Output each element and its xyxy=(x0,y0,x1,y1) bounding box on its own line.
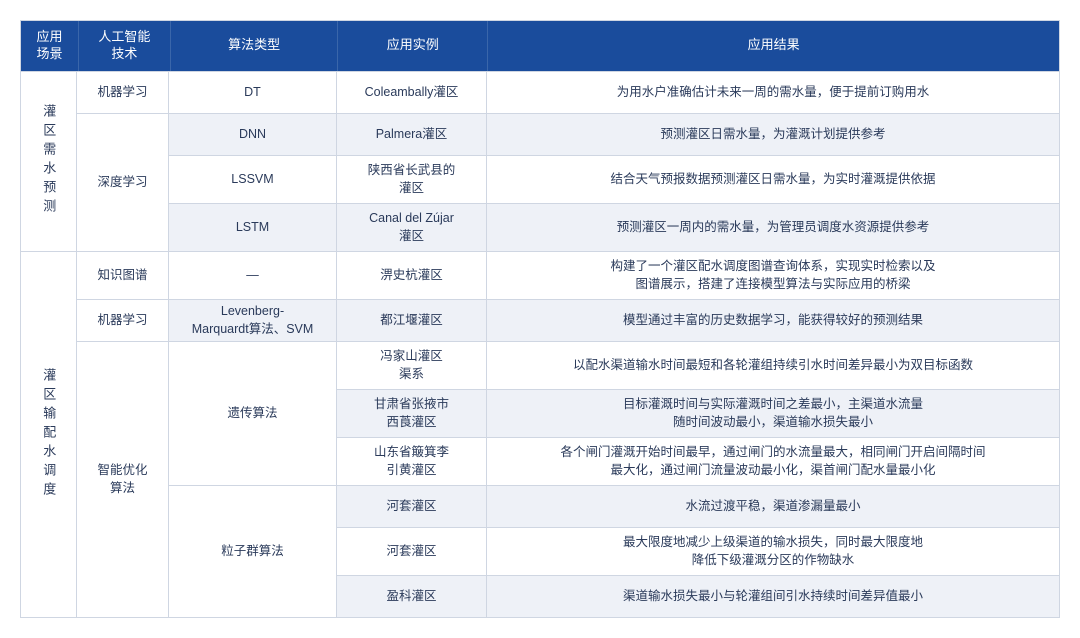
table-row: 灌区输配水调度 知识图谱—淠史杭灌区构建了一个灌区配水调度图谱查询体系，实现实时检… xyxy=(21,251,1059,617)
result-cell: 模型通过丰富的历史数据学习，能获得较好的预测结果 xyxy=(487,299,1059,341)
tech-cell: 机器学习 xyxy=(77,299,169,341)
result-cell: 为用水户准确估计未来一周的需水量，便于提前订购用水 xyxy=(487,71,1059,113)
data-row: 河套灌区最大限度地减少上级渠道的输水损失，同时最大限度地 降低下级灌溉分区的作物… xyxy=(337,527,1059,575)
result-cell: 各个闸门灌溉开始时间最早，通过闸门的水流量最大，相同闸门开启间隔时间 最大化，通… xyxy=(487,437,1059,485)
data-row: 盈科灌区渠道输水损失最小与轮灌组间引水持续时间差异值最小 xyxy=(337,575,1059,617)
data-row: Levenberg- Marquardt算法、SVM都江堰灌区模型通过丰富的历史… xyxy=(169,299,1059,341)
instance-cell: Palmera灌区 xyxy=(337,113,487,155)
data-row: 冯家山灌区 渠系以配水渠道输水时间最短和各轮灌组持续引水时间差异最小为双目标函数 xyxy=(337,341,1059,389)
instance-cell: Canal del Zújar 灌区 xyxy=(337,203,487,251)
result-cell: 最大限度地减少上级渠道的输水损失，同时最大限度地 降低下级灌溉分区的作物缺水 xyxy=(487,527,1059,575)
instance-cell: 山东省簸箕李 引黄灌区 xyxy=(337,437,487,485)
instance-cell: 淠史杭灌区 xyxy=(337,251,487,299)
algo-cell: LSTM xyxy=(169,203,337,251)
data-row: 河套灌区水流过渡平稳，渠道渗漏量最小 xyxy=(337,485,1059,527)
algo-cell: 遗传算法 xyxy=(169,341,337,485)
tech-right: DTColeambally灌区为用水户准确估计未来一周的需水量，便于提前订购用水 xyxy=(169,71,1059,113)
result-cell: 结合天气预报数据预测灌区日需水量，为实时灌溉提供依据 xyxy=(487,155,1059,203)
instance-cell: 盈科灌区 xyxy=(337,575,487,617)
tech-right: 遗传算法冯家山灌区 渠系以配水渠道输水时间最短和各轮灌组持续引水时间差异最小为双… xyxy=(169,341,1059,617)
algo-cell: — xyxy=(169,251,337,299)
algo-cell: Levenberg- Marquardt算法、SVM xyxy=(169,299,337,341)
instance-cell: 都江堰灌区 xyxy=(337,299,487,341)
data-row: 甘肃省张掖市 西莨灌区目标灌溉时间与实际灌溉时间之差最小，主渠道水流量 随时间波… xyxy=(337,389,1059,437)
data-row: —淠史杭灌区构建了一个灌区配水调度图谱查询体系，实现实时检索以及 图谱展示，搭建… xyxy=(169,251,1059,299)
result-cell: 目标灌溉时间与实际灌溉时间之差最小，主渠道水流量 随时间波动最小，渠道输水损失最… xyxy=(487,389,1059,437)
instance-cell: 陕西省长武县的 灌区 xyxy=(337,155,487,203)
data-row: DNNPalmera灌区预测灌区日需水量，为灌溉计划提供参考 xyxy=(169,113,1059,155)
data-row: LSSVM陕西省长武县的 灌区结合天气预报数据预测灌区日需水量，为实时灌溉提供依… xyxy=(169,155,1059,203)
result-cell: 渠道输水损失最小与轮灌组间引水持续时间差异值最小 xyxy=(487,575,1059,617)
instance-cell: 河套灌区 xyxy=(337,485,487,527)
data-row: 山东省簸箕李 引黄灌区各个闸门灌溉开始时间最早，通过闸门的水流量最大，相同闸门开… xyxy=(337,437,1059,485)
instance-cell: Coleambally灌区 xyxy=(337,71,487,113)
algo-cell: DNN xyxy=(169,113,337,155)
instance-cell: 冯家山灌区 渠系 xyxy=(337,341,487,389)
algo-right: 河套灌区水流过渡平稳，渠道渗漏量最小河套灌区最大限度地减少上级渠道的输水损失，同… xyxy=(337,485,1059,617)
table-header-row: 应用 场景 人工智能 技术 算法类型 应用实例 应用结果 xyxy=(21,21,1059,71)
tech-right: —淠史杭灌区构建了一个灌区配水调度图谱查询体系，实现实时检索以及 图谱展示，搭建… xyxy=(169,251,1059,299)
tech-row: 智能优化 算法遗传算法冯家山灌区 渠系以配水渠道输水时间最短和各轮灌组持续引水时… xyxy=(77,341,1059,617)
hdr-instance: 应用实例 xyxy=(338,21,488,71)
algo-cell: 粒子群算法 xyxy=(169,485,337,617)
result-cell: 水流过渡平稳，渠道渗漏量最小 xyxy=(487,485,1059,527)
hdr-result: 应用结果 xyxy=(488,21,1059,71)
tech-cell: 机器学习 xyxy=(77,71,169,113)
algo-right: 冯家山灌区 渠系以配水渠道输水时间最短和各轮灌组持续引水时间差异最小为双目标函数… xyxy=(337,341,1059,485)
hdr-tech: 人工智能 技术 xyxy=(79,21,171,71)
instance-cell: 河套灌区 xyxy=(337,527,487,575)
scene-right: 知识图谱—淠史杭灌区构建了一个灌区配水调度图谱查询体系，实现实时检索以及 图谱展… xyxy=(77,251,1059,617)
scene-label: 灌区需水预测 xyxy=(39,104,59,218)
tech-row: 知识图谱—淠史杭灌区构建了一个灌区配水调度图谱查询体系，实现实时检索以及 图谱展… xyxy=(77,251,1059,299)
table-row: 灌区需水预测机器学习DTColeambally灌区为用水户准确估计未来一周的需水… xyxy=(21,71,1059,251)
table-body: 灌区需水预测机器学习DTColeambally灌区为用水户准确估计未来一周的需水… xyxy=(21,71,1059,617)
hdr-algo: 算法类型 xyxy=(171,21,339,71)
tech-row: 机器学习Levenberg- Marquardt算法、SVM都江堰灌区模型通过丰… xyxy=(77,299,1059,341)
data-row: LSTMCanal del Zújar 灌区预测灌区一周内的需水量，为管理员调度… xyxy=(169,203,1059,251)
tech-right: Levenberg- Marquardt算法、SVM都江堰灌区模型通过丰富的历史… xyxy=(169,299,1059,341)
instance-cell: 甘肃省张掖市 西莨灌区 xyxy=(337,389,487,437)
ai-irrigation-table: 应用 场景 人工智能 技术 算法类型 应用实例 应用结果 灌区需水预测机器学习D… xyxy=(20,20,1060,618)
tech-cell: 智能优化 算法 xyxy=(77,341,169,617)
result-cell: 构建了一个灌区配水调度图谱查询体系，实现实时检索以及 图谱展示，搭建了连接模型算… xyxy=(487,251,1059,299)
tech-right: DNNPalmera灌区预测灌区日需水量，为灌溉计划提供参考LSSVM陕西省长武… xyxy=(169,113,1059,251)
scene-cell: 灌区输配水调度 xyxy=(21,251,77,617)
result-cell: 预测灌区一周内的需水量，为管理员调度水资源提供参考 xyxy=(487,203,1059,251)
result-cell: 预测灌区日需水量，为灌溉计划提供参考 xyxy=(487,113,1059,155)
algo-group-row: 遗传算法冯家山灌区 渠系以配水渠道输水时间最短和各轮灌组持续引水时间差异最小为双… xyxy=(169,341,1059,485)
result-cell: 以配水渠道输水时间最短和各轮灌组持续引水时间差异最小为双目标函数 xyxy=(487,341,1059,389)
scene-cell: 灌区需水预测 xyxy=(21,71,77,251)
algo-cell: LSSVM xyxy=(169,155,337,203)
algo-cell: DT xyxy=(169,71,337,113)
tech-row: 深度学习DNNPalmera灌区预测灌区日需水量，为灌溉计划提供参考LSSVM陕… xyxy=(77,113,1059,251)
tech-cell: 深度学习 xyxy=(77,113,169,251)
hdr-scene: 应用 场景 xyxy=(21,21,79,71)
tech-row: 机器学习DTColeambally灌区为用水户准确估计未来一周的需水量，便于提前… xyxy=(77,71,1059,113)
scene-label: 灌区输配水调度 xyxy=(39,368,59,501)
data-row: DTColeambally灌区为用水户准确估计未来一周的需水量，便于提前订购用水 xyxy=(169,71,1059,113)
algo-group-row: 粒子群算法河套灌区水流过渡平稳，渠道渗漏量最小河套灌区最大限度地减少上级渠道的输… xyxy=(169,485,1059,617)
tech-cell: 知识图谱 xyxy=(77,251,169,299)
scene-right: 机器学习DTColeambally灌区为用水户准确估计未来一周的需水量，便于提前… xyxy=(77,71,1059,251)
